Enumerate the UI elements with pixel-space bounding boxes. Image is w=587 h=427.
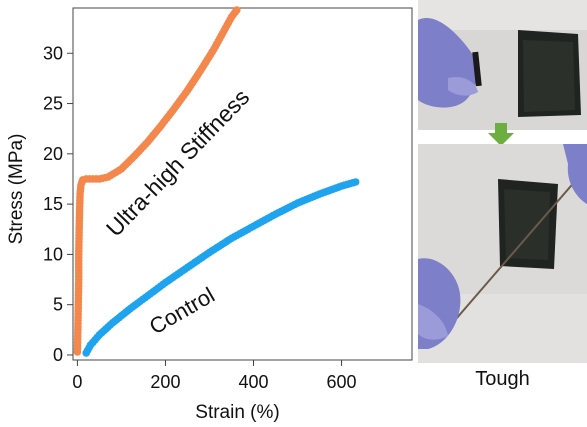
series-control (82, 178, 360, 357)
series-ultra-high-stiffness (73, 6, 241, 356)
photo-before (418, 0, 587, 130)
y-tick-label: 0 (53, 345, 63, 365)
x-tick-label: 400 (238, 372, 268, 392)
x-tick-label: 0 (72, 372, 82, 392)
data-point (232, 6, 241, 14)
y-tick-label: 15 (43, 194, 63, 214)
y-tick-label: 25 (43, 94, 63, 114)
stress-strain-chart: 0 200 400 600 0 5 10 15 20 25 30 Strain (%) Stress (… (6, 6, 413, 423)
x-tick-label: 600 (327, 372, 357, 392)
green-down-arrow-icon (488, 123, 514, 146)
data-point (351, 178, 360, 186)
y-tick-label: 20 (43, 144, 63, 164)
y-tick-label: 5 (53, 295, 63, 315)
x-axis-label: Strain (%) (195, 402, 279, 423)
x-tick-label: 200 (150, 372, 180, 392)
photo-after (418, 144, 587, 363)
tough-caption: Tough (475, 368, 530, 390)
y-tick-label: 30 (43, 43, 63, 63)
y-axis-label: Stress (MPa) (6, 134, 27, 245)
y-tick-label: 10 (43, 244, 63, 264)
plot-frame (72, 7, 413, 361)
